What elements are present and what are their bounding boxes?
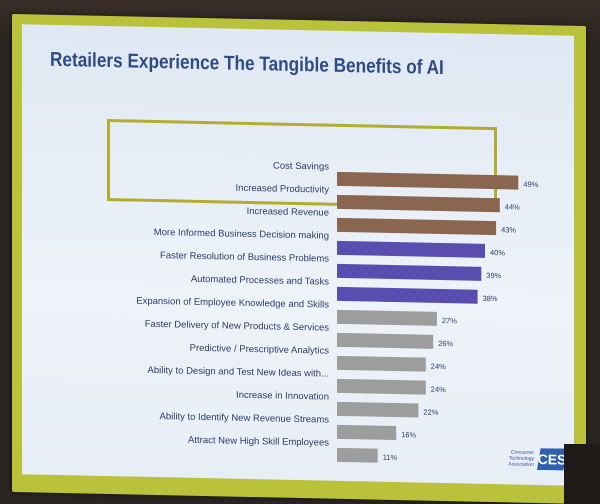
bar <box>337 240 485 258</box>
value-label: 40% <box>490 248 505 257</box>
value-label: 39% <box>486 271 501 280</box>
bar <box>337 447 378 463</box>
bar <box>337 355 426 372</box>
value-label: 16% <box>401 430 416 439</box>
category-label: Faster Resolution of Business Problems <box>160 250 329 265</box>
category-label: Expansion of Employee Knowledge and Skil… <box>136 296 329 311</box>
bar <box>337 217 497 236</box>
room-corner <box>564 444 600 504</box>
bar <box>337 309 437 326</box>
cta-logo: Consumer Technology Association CES <box>492 443 568 479</box>
category-label: Increase in Innovation <box>236 390 329 403</box>
category-label: Attract New High Skill Employees <box>188 435 329 449</box>
category-label: More Informed Business Decision making <box>154 227 329 242</box>
bar <box>337 332 434 349</box>
value-label: 26% <box>438 339 453 348</box>
benefits-bar-chart: Cost Savings 49% Increased Productivity 44%… <box>136 160 539 463</box>
category-label: Predictive / Prescriptive Analytics <box>190 343 330 357</box>
category-label: Faster Delivery of New Products & Servic… <box>145 319 329 334</box>
logo-text-line: Association <box>508 461 534 468</box>
bar <box>337 286 478 304</box>
value-label: 11% <box>383 453 398 462</box>
value-label: 27% <box>442 316 457 325</box>
bar <box>337 378 426 395</box>
ces-logo-mark: CES <box>537 448 567 471</box>
value-label: 24% <box>431 385 446 394</box>
bar <box>337 401 419 418</box>
bar <box>337 263 482 281</box>
value-label: 24% <box>431 362 446 371</box>
bar <box>337 424 397 441</box>
value-label: 38% <box>483 294 498 303</box>
value-label: 22% <box>423 408 438 417</box>
category-label: Increased Productivity <box>236 183 330 196</box>
value-label: 44% <box>505 202 520 211</box>
category-label: Increased Revenue <box>247 206 329 219</box>
presentation-slide: Retailers Experience The Tangible Benefi… <box>22 24 574 486</box>
category-label: Cost Savings <box>273 160 329 172</box>
category-label: Automated Processes and Tasks <box>191 274 329 288</box>
value-label: 43% <box>501 225 516 234</box>
category-label: Ability to Design and Test New Ideas wit… <box>148 365 329 380</box>
category-label: Ability to Identify New Revenue Streams <box>160 411 330 426</box>
bar <box>337 171 519 190</box>
logo-text: Consumer Technology Association <box>492 449 534 468</box>
bar <box>337 194 500 213</box>
value-label: 49% <box>523 180 538 189</box>
